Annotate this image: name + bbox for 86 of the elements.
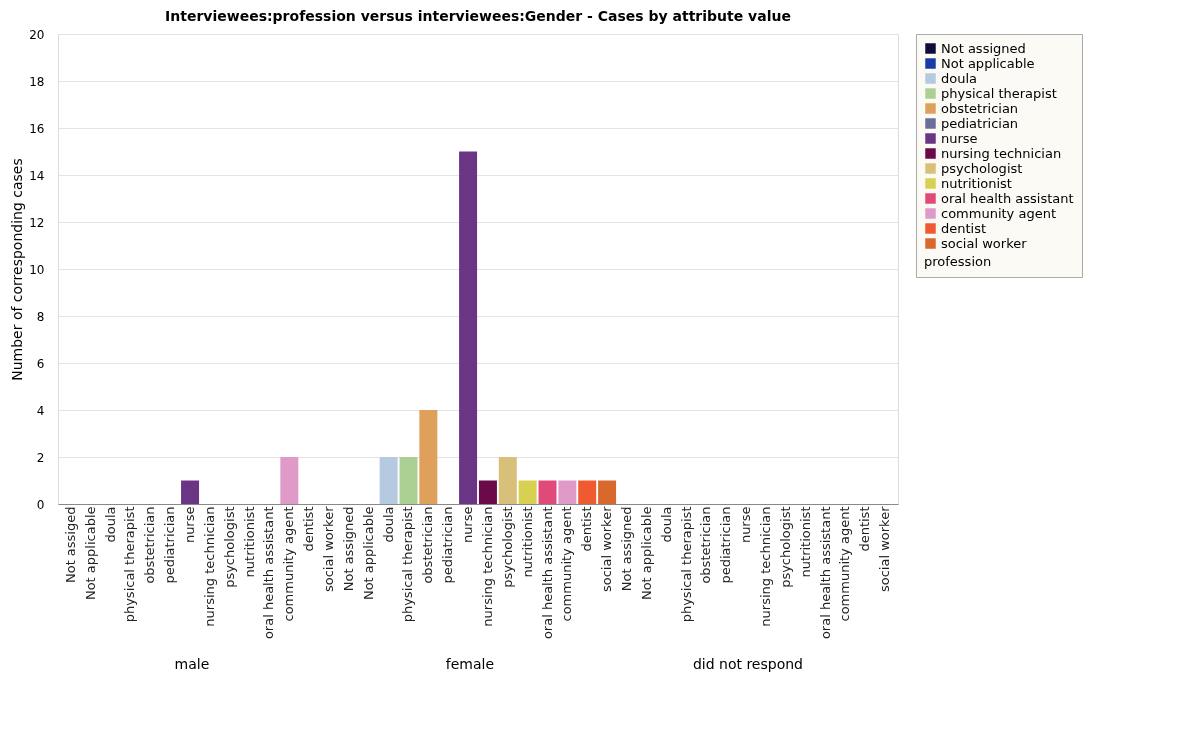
y-tick-label: 8: [36, 309, 45, 324]
bar: [419, 410, 438, 504]
x-tick-label: doula: [658, 506, 674, 543]
y-tick-label: 0: [36, 497, 45, 512]
bar: [280, 457, 299, 504]
legend-label: nurse: [941, 130, 978, 146]
x-tick-label: psychologist: [499, 506, 515, 588]
x-tick-label: Not assigned: [340, 506, 356, 592]
x-tick-label: doula: [102, 506, 118, 543]
legend-title: profession: [924, 254, 992, 269]
x-tick-label: social worker: [321, 505, 337, 593]
x-tick-label: physical therapist: [678, 506, 694, 623]
legend-label: Not applicable: [941, 55, 1035, 71]
y-tick-label: 4: [36, 403, 45, 418]
bar: [478, 480, 497, 504]
legend-label: doula: [941, 70, 978, 86]
x-tick-label: physical therapist: [122, 506, 138, 623]
y-tick-label: 2: [36, 450, 45, 465]
x-tick-label: psychologist: [221, 506, 237, 588]
legend-label: pediatrician: [941, 115, 1019, 131]
bar: [399, 457, 418, 504]
x-tick-label: obstetrician: [142, 506, 158, 584]
x-tick-label: nutritionist: [241, 506, 257, 578]
x-tick-label: nursing technician: [479, 506, 495, 627]
text: female: [445, 656, 495, 672]
legend-label: community agent: [941, 205, 1056, 221]
x-tick-label: community agent: [837, 506, 853, 622]
x-tick-label: dentist: [579, 506, 595, 552]
x-tick-label: Not assigned: [618, 506, 634, 592]
y-tick-label: 18: [29, 74, 45, 89]
x-tick-label: Not applicable: [360, 506, 376, 601]
y-tick-label: 14: [29, 168, 45, 183]
bar: [518, 480, 537, 504]
bar: [538, 480, 557, 504]
x-tick-label: community agent: [281, 506, 297, 622]
legend-label: Not assigned: [941, 40, 1026, 56]
x-tick-label: nurse: [182, 506, 198, 544]
bar: [578, 480, 597, 504]
x-tick-label: pediatrician: [162, 506, 178, 584]
x-tick-label: Not applicable: [82, 506, 98, 601]
x-tick-label: physical therapist: [400, 506, 416, 623]
x-tick-label: pediatrician: [440, 506, 456, 584]
x-tick-label: nursing technician: [757, 506, 773, 627]
x-tick-label: Not assiged: [62, 506, 78, 584]
x-tick-label: psychologist: [777, 506, 793, 588]
bar: [379, 457, 398, 504]
chart-title: Interviewees:profession versus interviewees:Gender - Cases by attribute value: [165, 8, 791, 24]
bar: [598, 480, 617, 504]
legend-label: psychologist: [941, 160, 1023, 176]
text: male: [174, 656, 210, 672]
x-tick-label: nutritionist: [797, 506, 813, 578]
text: did not respond: [692, 656, 803, 672]
legend-label: nursing technician: [941, 145, 1062, 161]
x-tick-label: oral health assistant: [261, 506, 277, 640]
x-tick-label: pediatrician: [718, 506, 734, 584]
x-tick-label: dentist: [301, 506, 317, 552]
legend-label: physical therapist: [941, 85, 1057, 101]
x-tick-label: dentist: [857, 506, 873, 552]
x-tick-label: Not applicable: [638, 506, 654, 601]
bar: [181, 480, 200, 504]
y-tick-label: 12: [29, 215, 45, 230]
y-tick-label: 10: [29, 262, 45, 277]
bar: [459, 151, 478, 504]
x-tick-label: nutritionist: [519, 506, 535, 578]
legend-label: nutritionist: [941, 175, 1012, 191]
x-tick-label: nursing technician: [201, 506, 217, 627]
x-tick-label: obstetrician: [698, 506, 714, 584]
x-tick-label: oral health assistant: [817, 506, 833, 640]
bar: [558, 480, 577, 504]
legend-label: oral health assistant: [941, 190, 1074, 206]
legend-label: social worker: [941, 235, 1028, 251]
x-tick-label: nurse: [738, 506, 754, 544]
x-tick-label: obstetrician: [420, 506, 436, 584]
legend-label: obstetrician: [941, 100, 1019, 116]
x-tick-label: nurse: [460, 506, 476, 544]
x-tick-label: doula: [380, 506, 396, 543]
bar: [498, 457, 517, 504]
x-tick-label: oral health assistant: [539, 506, 555, 640]
x-tick-label: community agent: [559, 506, 575, 622]
legend-label: dentist: [941, 220, 987, 236]
y-tick-label: 20: [29, 27, 45, 42]
y-axis-title: Number of corresponding cases: [9, 158, 26, 381]
x-tick-label: social worker: [877, 505, 893, 593]
y-tick-label: 16: [29, 121, 45, 136]
x-tick-label: social worker: [599, 505, 615, 593]
y-tick-label: 6: [36, 356, 45, 371]
